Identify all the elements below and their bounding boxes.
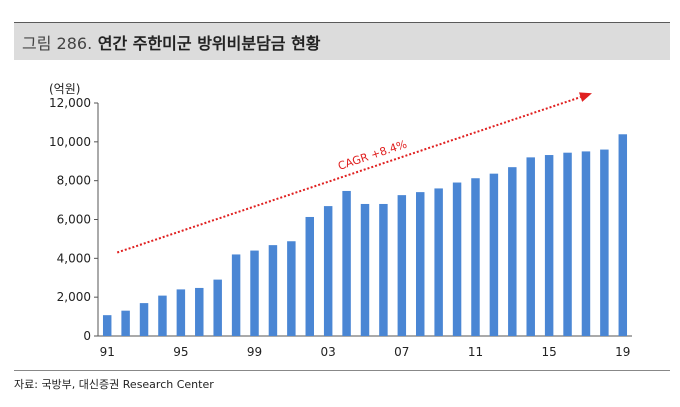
bar [416, 192, 425, 336]
bar [508, 167, 517, 336]
bar [268, 245, 278, 336]
x-tick-label: 19 [615, 345, 630, 359]
bar [102, 315, 112, 336]
y-tick-label: 0 [83, 329, 91, 343]
y-tick-label: 2,000 [57, 290, 91, 304]
x-tick-label: 95 [173, 345, 188, 359]
bar [618, 134, 628, 336]
bar [121, 310, 130, 336]
y-tick-label: 8,000 [57, 174, 91, 188]
bar [213, 279, 222, 336]
bar [452, 182, 462, 336]
bar [600, 149, 609, 336]
x-tick-label: 03 [321, 345, 336, 359]
y-tick-label: 10,000 [49, 135, 91, 149]
figure-label: 그림 286. [22, 34, 93, 53]
bar-chart: (억원) 0 2,000 4,000 6,000 8,000 10,000 12,000 91 9… [49, 82, 632, 359]
bar [434, 188, 443, 336]
trend-arrow-head [578, 92, 592, 102]
y-tick-label: 12,000 [49, 96, 91, 110]
bar [360, 203, 370, 336]
bar [581, 151, 591, 336]
bar [323, 206, 333, 336]
bar [563, 152, 572, 336]
bar [195, 287, 204, 336]
bottom-divider [14, 370, 670, 371]
bar [379, 203, 388, 336]
x-tick-label: 07 [394, 345, 409, 359]
bar [139, 303, 149, 336]
figure-title: 연간 주한미군 방위비분담금 현황 [97, 34, 321, 53]
bar [526, 157, 535, 336]
bar [231, 254, 241, 336]
bar [342, 190, 351, 336]
y-tick-label: 6,000 [57, 213, 91, 227]
bar [176, 289, 186, 336]
y-tick-label: 4,000 [57, 251, 91, 265]
x-tick-label: 11 [468, 345, 483, 359]
chart-title: 그림 286. 연간 주한미군 방위비분담금 현황 [22, 30, 321, 54]
x-tick-label: 91 [100, 345, 115, 359]
bar [305, 216, 314, 336]
x-tick-label: 15 [541, 345, 556, 359]
bar [287, 241, 296, 336]
bar [397, 195, 407, 336]
x-tick-label: 99 [247, 345, 262, 359]
trend-arrow-line [116, 96, 581, 254]
source-note: 자료: 국방부, 대신증권 Research Center [14, 378, 214, 391]
bar [158, 295, 167, 336]
bar [471, 178, 480, 336]
bar [544, 155, 554, 336]
unit-label: (억원) [49, 82, 80, 96]
bar [489, 173, 499, 336]
title-bar: 그림 286. 연간 주한미군 방위비분담금 현황 [14, 22, 670, 60]
bar [250, 250, 259, 336]
